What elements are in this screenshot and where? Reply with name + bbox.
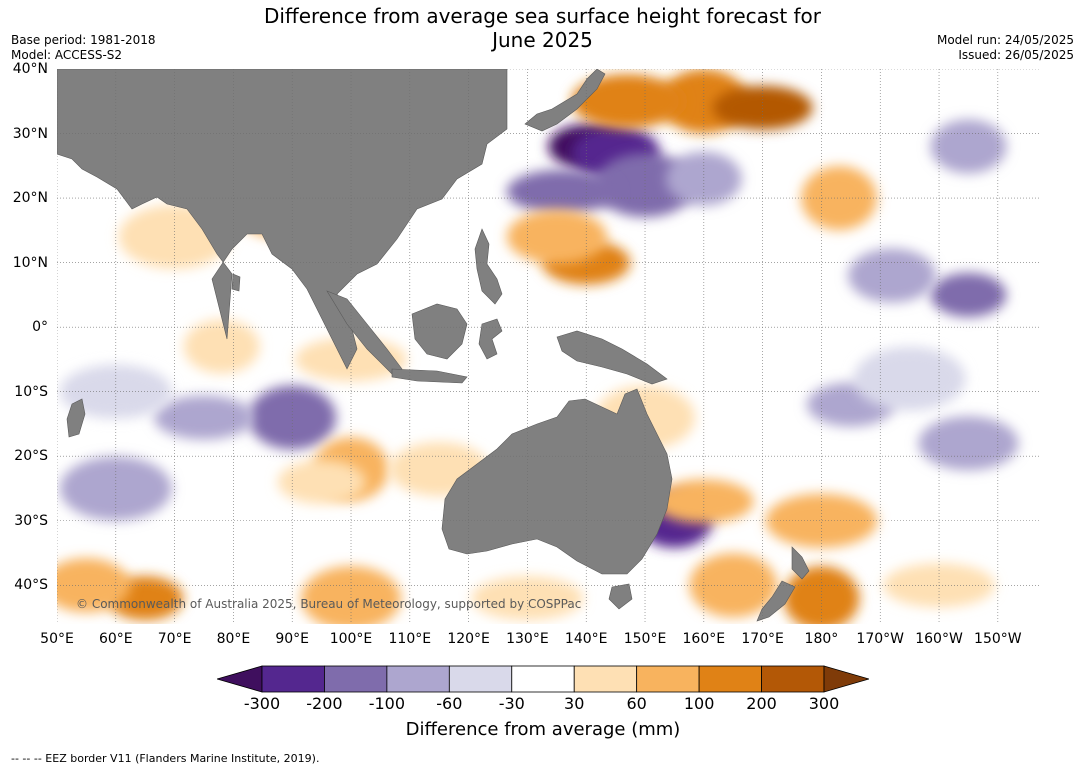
latitude-label: 10°N bbox=[12, 254, 48, 271]
anomaly-region bbox=[506, 209, 607, 264]
sumatra-island bbox=[326, 290, 403, 375]
anomaly-region bbox=[712, 85, 813, 130]
colorbar-bin bbox=[261, 665, 325, 693]
anomaly-region bbox=[689, 553, 778, 618]
colorbar-bin bbox=[386, 665, 450, 693]
longitude-label: 150°W bbox=[974, 631, 1022, 647]
australia-continent bbox=[441, 388, 673, 575]
anomaly-region bbox=[665, 151, 742, 206]
new-zealand-islands bbox=[756, 546, 810, 622]
colorbar-tick-label: 200 bbox=[746, 694, 777, 713]
longitude-label: 170°E bbox=[741, 631, 784, 647]
colorbar-bin bbox=[324, 665, 388, 693]
latitude-label: 40°N bbox=[12, 61, 48, 77]
colorbar-tick-label: -200 bbox=[306, 694, 343, 713]
anomaly-region bbox=[59, 456, 172, 521]
longitude-label: 60°E bbox=[98, 631, 133, 647]
longitude-label: 90°E bbox=[275, 631, 310, 647]
anomaly-region bbox=[506, 169, 619, 214]
latitude-label: 20°N bbox=[12, 190, 48, 207]
anomaly-region bbox=[930, 119, 1007, 174]
anomaly-region bbox=[183, 319, 260, 374]
sri-lanka-island bbox=[231, 273, 241, 292]
longitude-label: 170°W bbox=[856, 631, 905, 647]
model-run-date: Model run: 24/05/2025 bbox=[936, 33, 1074, 47]
longitude-label: 120°E bbox=[447, 631, 490, 647]
colorbar-bin bbox=[636, 665, 700, 693]
run-info-left: Base period: 1981-2018 Model: ACCESS-S2 bbox=[11, 33, 156, 63]
run-info-right: Model run: 24/05/2025 Issued: 26/05/2025 bbox=[937, 33, 1074, 63]
colorbar-tick-label: -60 bbox=[436, 694, 463, 713]
latitude-label: 20°S bbox=[14, 448, 48, 465]
lat-lon-grid bbox=[57, 69, 1039, 624]
colorbar-tick-label: 30 bbox=[564, 694, 585, 713]
base-period: Base period: 1981-2018 bbox=[11, 33, 156, 47]
anomaly-region bbox=[277, 460, 366, 505]
model-name: Model: ACCESS-S2 bbox=[11, 48, 123, 62]
colorbar-tick-label: -300 bbox=[243, 694, 281, 713]
colorbar-max-arrow bbox=[823, 665, 869, 693]
colorbar-bins bbox=[217, 665, 869, 693]
philippines-islands bbox=[474, 228, 503, 305]
longitude-label: 70°E bbox=[157, 631, 192, 647]
longitude-label: 150°E bbox=[623, 631, 667, 647]
anomaly-region bbox=[154, 395, 255, 440]
anomaly-region bbox=[801, 166, 878, 231]
colorbar-bin bbox=[761, 665, 825, 693]
colorbar-tick-label: 100 bbox=[683, 694, 715, 713]
colorbar-tick-label: 60 bbox=[626, 694, 647, 713]
colorbar-tick-label: 300 bbox=[808, 694, 840, 713]
issued-date: Issued: 26/05/2025 bbox=[958, 48, 1074, 62]
longitude-label: 100°E bbox=[329, 631, 373, 647]
longitude-label: 50°E bbox=[40, 631, 74, 647]
longitude-label: 140°E bbox=[564, 631, 608, 647]
anomaly-region bbox=[59, 364, 172, 419]
longitude-label: 110°E bbox=[388, 631, 432, 647]
borneo-island bbox=[411, 303, 468, 360]
title-line-1: Difference from average sea surface heig… bbox=[263, 4, 822, 28]
colorbar-bin bbox=[511, 665, 575, 693]
colorbar-tick-label: -30 bbox=[498, 694, 525, 713]
longitude-label: 160°W bbox=[915, 631, 963, 647]
copyright-notice: © Commonwealth of Australia 2025, Bureau… bbox=[76, 597, 582, 611]
colorbar-min-arrow bbox=[217, 665, 263, 693]
anomaly-region bbox=[765, 493, 878, 548]
title-line-2: June 2025 bbox=[492, 28, 593, 52]
java-island bbox=[391, 368, 468, 384]
anomaly-region bbox=[301, 566, 401, 624]
latitude-label: 0° bbox=[32, 319, 48, 336]
anomaly-region bbox=[783, 566, 860, 624]
longitude-label: 130°E bbox=[506, 631, 549, 647]
anomaly-region bbox=[930, 272, 1007, 317]
sulawesi-island bbox=[478, 318, 503, 360]
colorbar-tick-label: -100 bbox=[368, 694, 406, 713]
longitude-label: 80°E bbox=[216, 631, 251, 647]
new-guinea-island bbox=[556, 330, 668, 385]
eez-footnote: -- -- -- EEZ border V11 (Flanders Marine… bbox=[11, 752, 320, 765]
latitude-label: 30°N bbox=[12, 125, 48, 142]
page-title: Difference from average sea surface heig… bbox=[0, 4, 1085, 52]
colorbar-bin bbox=[573, 665, 638, 693]
anomaly-region bbox=[471, 576, 584, 621]
latitude-label: 40°S bbox=[14, 577, 48, 594]
japan-island bbox=[524, 69, 606, 132]
anomaly-region bbox=[571, 74, 684, 129]
landmass bbox=[57, 69, 810, 622]
colorbar bbox=[217, 665, 869, 693]
anomaly-region bbox=[853, 346, 966, 411]
longitude-label: 160°E bbox=[682, 631, 726, 647]
colorbar-bin bbox=[698, 665, 762, 693]
madagascar-island bbox=[66, 398, 86, 438]
latitude-label: 30°S bbox=[14, 512, 48, 529]
map-canvas bbox=[57, 69, 1039, 624]
asia-landmass bbox=[57, 69, 508, 370]
anomaly-map bbox=[57, 69, 1039, 624]
colorbar-bin bbox=[448, 665, 513, 693]
colorbar-label: Difference from average (mm) bbox=[405, 719, 681, 740]
longitude-label: 180° bbox=[804, 631, 839, 647]
latitude-label: 10°S bbox=[14, 383, 48, 400]
anomaly-region bbox=[847, 248, 936, 303]
tasmania-island bbox=[608, 583, 633, 610]
anomaly-region bbox=[918, 416, 1019, 471]
